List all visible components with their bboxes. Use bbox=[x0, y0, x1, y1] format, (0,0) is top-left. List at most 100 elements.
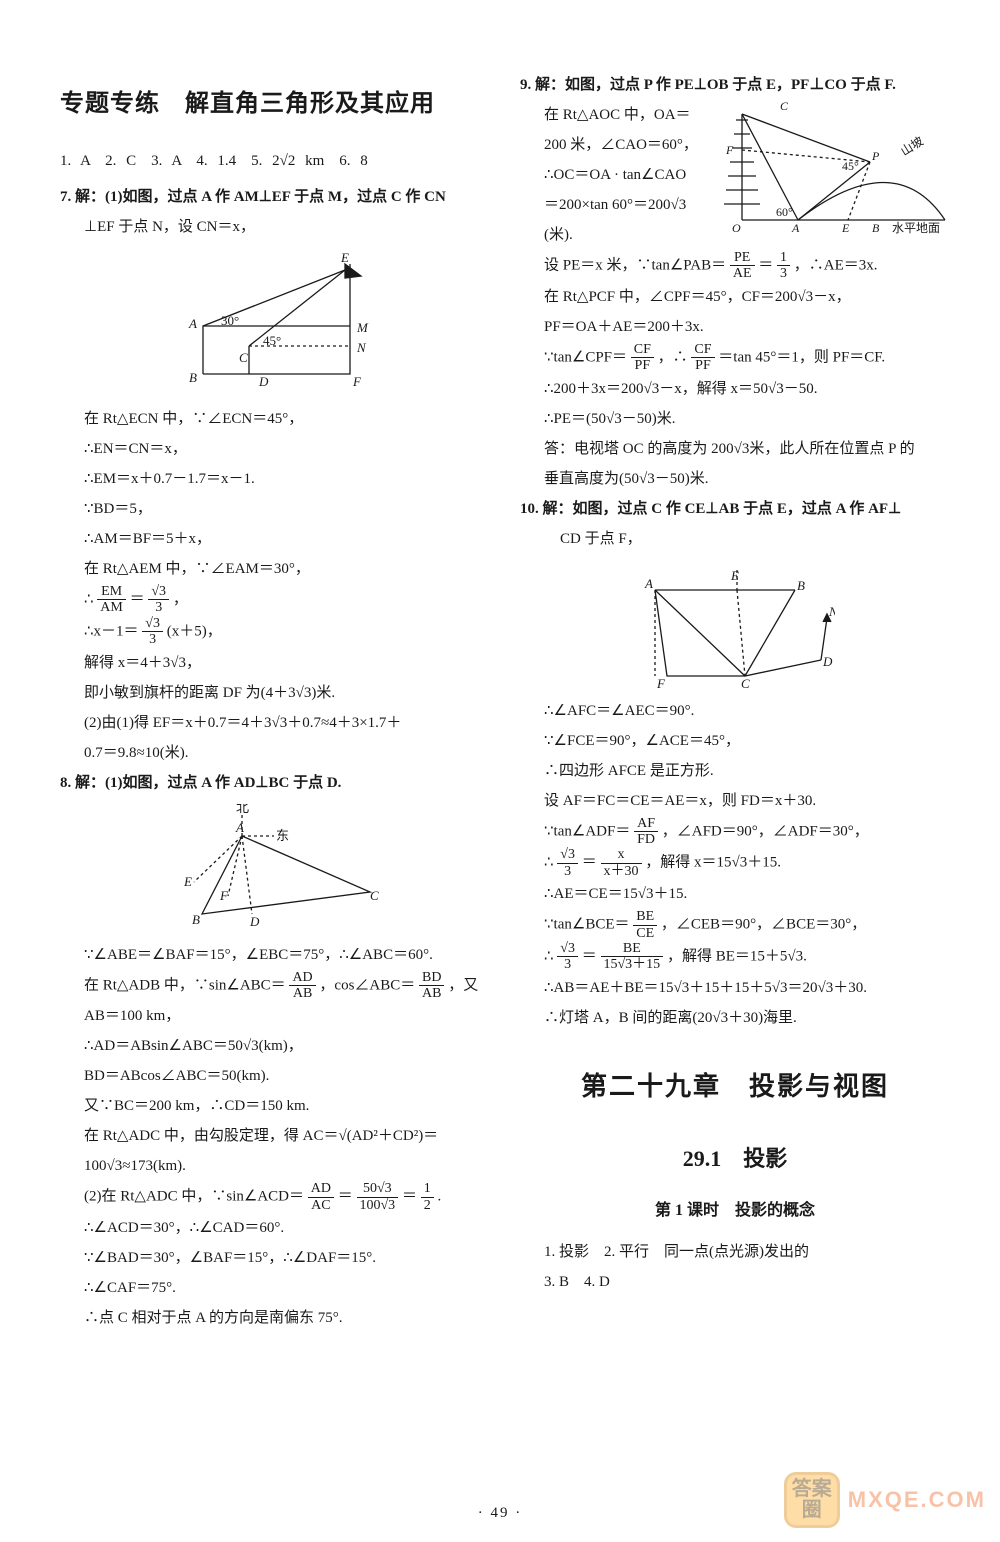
q10-c0: ∴AB＝AE＋BE＝15√3＋15＋15＋5√3＝20√3＋30. bbox=[520, 973, 950, 1003]
q8-c3: ∴点 C 相对于点 A 的方向是南偏东 75°. bbox=[60, 1303, 490, 1333]
q10-c1: ∴灯塔 A，B 间的距离(20√3＋30)海里. bbox=[520, 1003, 950, 1033]
q8-b2: BD＝ABcos∠ABC＝50(km). bbox=[60, 1061, 490, 1091]
svg-text:山坡: 山坡 bbox=[898, 134, 926, 159]
q7-l0: 在 Rt△ECN 中，∵∠ECN＝45°， bbox=[60, 404, 490, 434]
q8-figure: 北东 A B C D E F bbox=[170, 804, 380, 934]
chapter-title: 第二十九章 投影与视图 bbox=[520, 1061, 950, 1113]
q7-l5: 在 Rt△AEM 中，∵∠EAM＝30°， bbox=[60, 554, 490, 584]
svg-text:45°: 45° bbox=[263, 333, 281, 348]
q10-l2: ∴四边形 AFCE 是正方形. bbox=[520, 756, 950, 786]
svg-text:C: C bbox=[239, 350, 248, 365]
q7-l3: ∵BD＝5， bbox=[60, 494, 490, 524]
svg-text:C: C bbox=[741, 676, 750, 690]
topic-title: 专题专练 解直角三角形及其应用 bbox=[60, 80, 490, 128]
q9-b0: ∴200＋3x＝200√3－x，解得 x＝50√3－50. bbox=[520, 374, 950, 404]
watermark-site: MXQE.COM bbox=[848, 1487, 986, 1513]
q9-cpf: ∵tan∠CPF＝ CFPF ，∴ CFPF ＝tan 45°＝1，则 PF＝C… bbox=[520, 342, 950, 374]
svg-text:B: B bbox=[192, 912, 200, 927]
q10-figure: A B E F C D N bbox=[635, 560, 835, 690]
svg-text:东: 东 bbox=[276, 828, 289, 843]
q8-b5: 100√3≈173(km). bbox=[60, 1151, 490, 1181]
q7-head: 7. 解：(1)如图，过点 A 作 AM⊥EF 于点 M，过点 C 作 CN bbox=[60, 189, 446, 205]
q10-m0: ∴AE＝CE＝15√3＋15. bbox=[520, 879, 950, 909]
ch-ans-2: 3. B 4. D bbox=[520, 1267, 950, 1297]
svg-text:水平地面: 水平地面 bbox=[892, 221, 940, 235]
q8-b1: ∴AD＝ABsin∠ABC＝50√3(km)， bbox=[60, 1031, 490, 1061]
q8-b3: 又∵BC＝200 km，∴CD＝150 km. bbox=[60, 1091, 490, 1121]
svg-text:B: B bbox=[189, 370, 197, 385]
q9-t3: ＝200×tan 60°＝200√3 bbox=[520, 190, 712, 220]
svg-text:A: A bbox=[644, 576, 653, 591]
q7-head2: ⊥EF 于点 N，设 CN＝x， bbox=[60, 212, 490, 242]
svg-text:N: N bbox=[356, 340, 367, 355]
q7-l2: ∴EM＝x＋0.7－1.7＝x－1. bbox=[60, 464, 490, 494]
q9-b2: 答：电视塔 OC 的高度为 200√3米，此人所在位置点 P 的 bbox=[520, 434, 950, 464]
q9-t4: (米). bbox=[520, 220, 712, 250]
q10-bce: ∵tan∠BCE＝ BECE ，∠CEB＝90°，∠BCE＝30°， bbox=[520, 909, 950, 941]
q8-head: 8. 解：(1)如图，过点 A 作 AD⊥BC 于点 D. bbox=[60, 775, 341, 791]
svg-text:O: O bbox=[732, 221, 741, 235]
svg-text:北: 北 bbox=[236, 804, 249, 815]
left-column: 专题专练 解直角三角形及其应用 1. A 2. C 3. A 4. 1.4 5.… bbox=[60, 70, 490, 1333]
q7-b2: (2)由(1)得 EF＝x＋0.7＝4＋3√3＋0.7≈4＋3×1.7＋ bbox=[60, 708, 490, 738]
q10-head: 10. 解：如图，过点 C 作 CE⊥AB 于点 E，过点 A 作 AF⊥ bbox=[520, 501, 901, 517]
svg-text:A: A bbox=[188, 316, 197, 331]
q8-l0: ∵∠ABE＝∠BAF＝15°，∠EBC＝75°，∴∠ABC＝60°. bbox=[60, 940, 490, 970]
solution-8: 8. 解：(1)如图，过点 A 作 AD⊥BC 于点 D. 北东 A B C D bbox=[60, 768, 490, 1334]
watermark-badge-icon: 答案圈 bbox=[784, 1472, 840, 1528]
svg-text:P: P bbox=[871, 149, 880, 163]
q7-figure: AB CD EF MN 30° 45° bbox=[175, 248, 375, 398]
svg-text:E: E bbox=[183, 874, 192, 889]
q8-p2: (2)在 Rt△ADC 中，∵sin∠ACD＝ ADAC ＝ 50√3100√3… bbox=[60, 1181, 490, 1213]
svg-text:E: E bbox=[841, 221, 850, 235]
sub-title: 29.1 投影 bbox=[520, 1137, 950, 1181]
q9-t0: 在 Rt△AOC 中，OA＝ bbox=[520, 100, 712, 130]
q7-b3: 0.7＝9.8≈10(米). bbox=[60, 738, 490, 768]
q8-rt-line: 在 Rt△ADB 中，∵sin∠ABC＝ ADAB ，cos∠ABC＝ BDAB… bbox=[60, 970, 490, 1002]
solution-10: 10. 解：如图，过点 C 作 CE⊥AB 于点 E，过点 A 作 AF⊥ CD… bbox=[520, 494, 950, 1033]
svg-text:45°: 45° bbox=[842, 159, 859, 173]
svg-text:F: F bbox=[352, 374, 362, 389]
q8-b4: 在 Rt△ADC 中，由勾股定理，得 AC＝√(AD²＋CD²)＝ bbox=[60, 1121, 490, 1151]
svg-text:F: F bbox=[725, 143, 734, 157]
q7-l4: ∴AM＝BF＝5＋x， bbox=[60, 524, 490, 554]
q9-head: 9. 解：如图，过点 P 作 PE⊥OB 于点 E，PF⊥CO 于点 F. bbox=[520, 77, 896, 93]
solution-9: 9. 解：如图，过点 P 作 PE⊥OB 于点 E，PF⊥CO 于点 F. 在 … bbox=[520, 70, 950, 494]
svg-text:F: F bbox=[219, 888, 229, 903]
q10-adf: ∵tan∠ADF＝ AFFD ，∠AFD＝90°，∠ADF＝30°， bbox=[520, 816, 950, 848]
q9-figure: C F O A E B P 60° 45° 山坡 水平地面 bbox=[720, 100, 950, 235]
q7-b0: 解得 x＝4＋3√3， bbox=[60, 648, 490, 678]
q10-eqB: ∴ √33 ＝ BE15√3＋15 ，解得 BE＝15＋5√3. bbox=[520, 941, 950, 973]
ch-ans-1: 1. 投影 2. 平行 同一点(点光源)发出的 bbox=[520, 1237, 950, 1267]
svg-text:D: D bbox=[822, 654, 833, 669]
q8-c1: ∵∠BAD＝30°，∠BAF＝15°，∴∠DAF＝15°. bbox=[60, 1243, 490, 1273]
right-column: 9. 解：如图，过点 P 作 PE⊥OB 于点 E，PF⊥CO 于点 F. 在 … bbox=[520, 70, 950, 1333]
q7-eq-line: ∴x－1＝ √33 (x＋5)， bbox=[60, 616, 490, 648]
q8-b0: AB＝100 km， bbox=[60, 1001, 490, 1031]
q10-head2: CD 于点 F， bbox=[520, 524, 950, 554]
q8-c2: ∴∠CAF＝75°. bbox=[60, 1273, 490, 1303]
svg-text:A: A bbox=[235, 820, 244, 835]
watermark: 答案圈 MXQE.COM bbox=[784, 1472, 986, 1528]
q7-frac-line: ∴ EMAM ＝ √33 ， bbox=[60, 584, 490, 616]
svg-text:F: F bbox=[656, 676, 666, 690]
svg-text:30°: 30° bbox=[221, 313, 239, 328]
svg-text:N: N bbox=[828, 604, 835, 619]
q9-b3: 垂直高度为(50√3－50)米. bbox=[520, 464, 950, 494]
q9-m1: PF＝OA＋AE＝200＋3x. bbox=[520, 312, 950, 342]
lesson-title: 第 1 课时 投影的概念 bbox=[520, 1195, 950, 1227]
svg-text:D: D bbox=[249, 914, 260, 929]
svg-text:E: E bbox=[340, 250, 349, 265]
svg-text:C: C bbox=[370, 888, 379, 903]
svg-text:E: E bbox=[730, 568, 739, 583]
q9-pe: 设 PE＝x 米，∵tan∠PAB＝ PEAE ＝ 13 ，∴AE＝3x. bbox=[520, 250, 950, 282]
q9-b1: ∴PE＝(50√3－50)米. bbox=[520, 404, 950, 434]
q7-b1: 即小敏到旗杆的距离 DF 为(4＋3√3)米. bbox=[60, 678, 490, 708]
svg-text:A: A bbox=[791, 221, 800, 235]
q8-c0: ∴∠ACD＝30°，∴∠CAD＝60°. bbox=[60, 1213, 490, 1243]
q7-l1: ∴EN＝CN＝x， bbox=[60, 434, 490, 464]
q10-l3: 设 AF＝FC＝CE＝AE＝x，则 FD＝x＋30. bbox=[520, 786, 950, 816]
svg-text:B: B bbox=[797, 578, 805, 593]
q9-t1: 200 米，∠CAO＝60°， bbox=[520, 130, 712, 160]
solution-7: 7. 解：(1)如图，过点 A 作 AM⊥EF 于点 M，过点 C 作 CN ⊥… bbox=[60, 182, 490, 768]
